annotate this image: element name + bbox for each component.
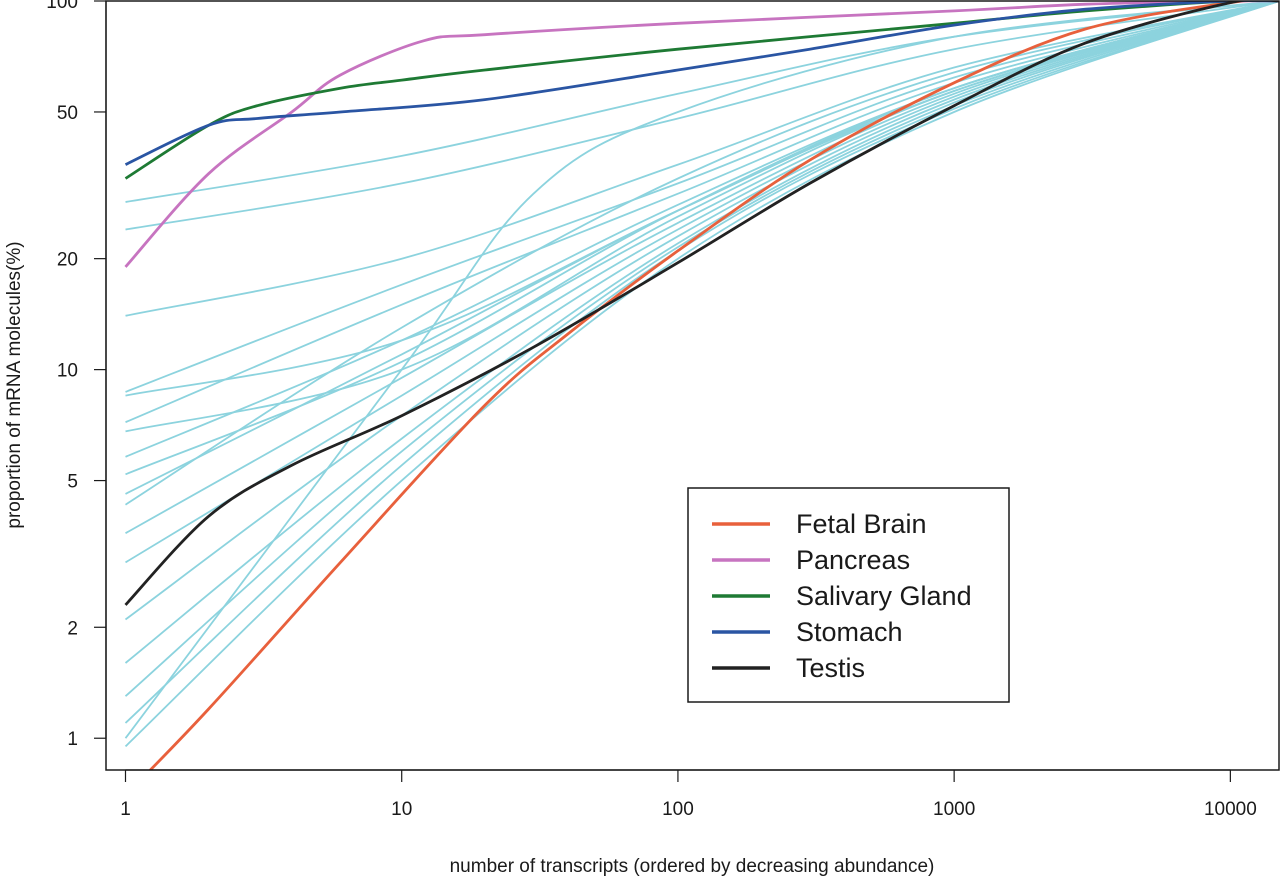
legend-label-stomach: Stomach (796, 617, 903, 647)
y-tick-label: 20 (57, 250, 78, 271)
tissue-line-19 (125, 1, 1279, 506)
tissue-line-11 (124, 1, 1279, 664)
tissue-line-17 (125, 1, 1279, 433)
tissue-line-9 (125, 1, 1279, 564)
y-axis: 1 2 5 10 20 50 100 (46, 0, 107, 750)
tissue-line-1 (125, 1, 1279, 203)
legend: Fetal Brain Pancreas Salivary Gland Stomach… (687, 487, 1010, 703)
x-axis-title: number of transcripts (ordered by decrea… (450, 856, 935, 877)
tissue-line-3 (125, 1, 1279, 317)
y-tick-label: 50 (57, 103, 78, 124)
tissue-line-4 (125, 1, 1279, 393)
series-line-stomach (124, 1, 1279, 166)
x-tick-label: 1 (120, 799, 131, 820)
y-tick-label: 5 (67, 472, 78, 493)
series-line-fetal-brain (148, 1, 1279, 770)
legend-label-salivary-gland: Salivary Gland (796, 581, 972, 611)
y-tick-label: 100 (46, 0, 78, 13)
tissue-line-8 (125, 1, 1279, 534)
tissue-line-2 (125, 1, 1279, 231)
tissue-line-5 (125, 1, 1279, 424)
tissue-line-18 (125, 1, 1279, 476)
y-tick-label: 2 (67, 618, 78, 639)
tissue-line-14 (124, 1, 1279, 748)
x-tick-label: 10000 (1204, 799, 1257, 820)
tissue-line-15 (124, 1, 1279, 739)
y-tick-label: 1 (67, 729, 78, 750)
tissue-line-10 (124, 1, 1279, 621)
y-axis-title: proportion of mRNA molecules(%) (4, 241, 25, 528)
tissue-line-12 (124, 1, 1279, 697)
x-tick-label: 100 (662, 799, 694, 820)
legend-label-pancreas: Pancreas (796, 545, 910, 575)
series-line-testis (124, 1, 1279, 606)
series-layer (124, 1, 1279, 770)
series-line-salivary-gland (124, 1, 1279, 180)
x-axis: 1 10 100 1000 10000 (120, 769, 1257, 820)
series-line-pancreas (124, 1, 1279, 268)
legend-label-testis: Testis (796, 653, 865, 683)
y-tick-label: 10 (57, 361, 78, 382)
legend-label-fetal-brain: Fetal Brain (796, 509, 927, 539)
x-tick-label: 1000 (933, 799, 975, 820)
x-tick-label: 10 (391, 799, 412, 820)
